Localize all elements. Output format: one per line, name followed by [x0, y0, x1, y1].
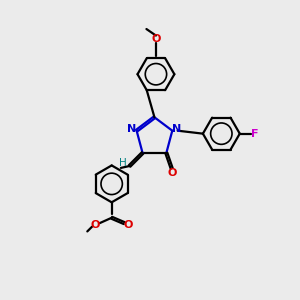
Text: F: F	[251, 129, 259, 139]
Text: O: O	[91, 220, 100, 230]
Text: H: H	[119, 158, 127, 168]
Text: O: O	[168, 168, 177, 178]
Text: O: O	[151, 34, 160, 44]
Text: O: O	[124, 220, 133, 230]
Text: N: N	[172, 124, 182, 134]
Text: N: N	[127, 124, 136, 134]
